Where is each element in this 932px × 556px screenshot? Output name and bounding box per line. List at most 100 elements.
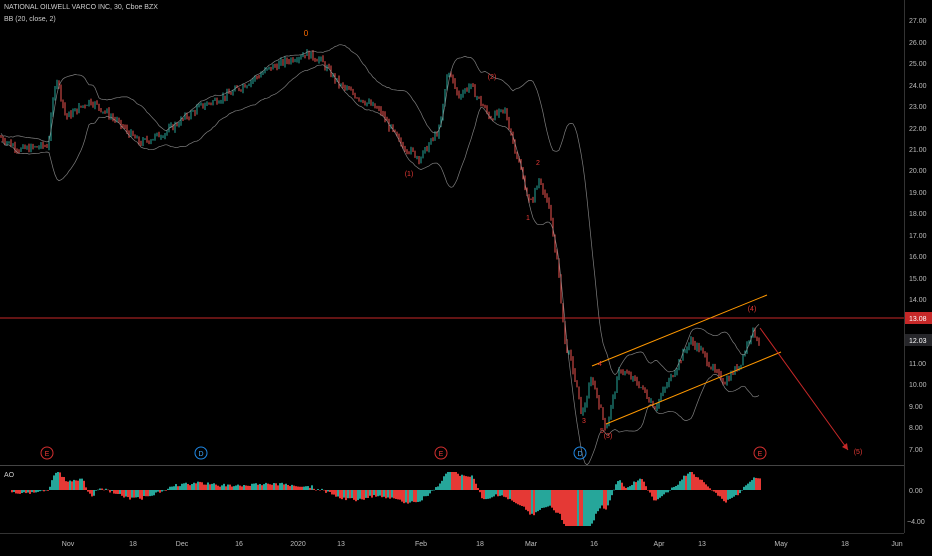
ao-bar — [213, 483, 215, 490]
ao-bar — [669, 490, 671, 491]
ao-bar — [191, 484, 193, 490]
ao-bar — [709, 488, 711, 490]
price-tick: 14.00 — [909, 297, 927, 304]
ao-bar — [251, 483, 253, 490]
indicator-legend[interactable]: BB (20, close, 2) — [4, 16, 56, 23]
ao-bar — [631, 484, 633, 490]
dividend-marker[interactable]: D — [573, 446, 587, 460]
ao-bar — [153, 490, 155, 496]
ao-bar — [565, 490, 567, 526]
resistance-price-badge[interactable]: 13.08 — [905, 312, 932, 324]
ao-bar — [73, 479, 75, 490]
ao-bar — [97, 489, 99, 491]
ao-bar — [501, 490, 503, 496]
ao-bar — [599, 490, 601, 509]
ao-bar — [483, 490, 485, 500]
ao-bar — [81, 478, 83, 490]
bollinger-band-upper — [0, 44, 760, 376]
ao-bar — [661, 490, 663, 497]
ao-bar — [393, 490, 395, 499]
ao-bar — [149, 490, 151, 497]
ao-bar — [243, 484, 245, 490]
ao-bar — [293, 485, 295, 490]
price-tick: 9.00 — [909, 404, 923, 411]
ao-bar — [379, 490, 381, 496]
price-tick: 23.00 — [909, 104, 927, 111]
ao-bar — [609, 490, 611, 501]
ao-bar — [95, 490, 97, 491]
price-chart-canvas[interactable]: 0 (1) (2) 2 1 3 4 5 (3) (4) (5) E D E D … — [0, 0, 904, 466]
ao-bar — [129, 490, 131, 500]
ao-bar — [593, 490, 595, 521]
ao-bar — [699, 479, 701, 490]
ao-bar — [135, 490, 137, 498]
ao-bar — [121, 490, 123, 496]
price-axis[interactable]: 27.00 26.00 25.00 24.00 23.00 22.00 21.0… — [904, 0, 932, 533]
ao-bar — [39, 490, 41, 492]
ao-bar — [637, 480, 639, 490]
ao-bar — [375, 490, 377, 497]
ao-bar — [645, 486, 647, 490]
earnings-marker[interactable]: E — [40, 446, 54, 460]
ao-bar — [113, 490, 115, 494]
ao-bar — [87, 490, 89, 492]
ao-bar — [305, 486, 307, 490]
ao-bar — [145, 490, 147, 497]
channel-upper-line[interactable] — [591, 294, 768, 367]
ao-bar — [279, 483, 281, 490]
current-price-badge[interactable]: 12.03 — [905, 334, 932, 346]
ao-bar — [45, 490, 47, 491]
main-chart-pane[interactable]: 0 (1) (2) 2 1 3 4 5 (3) (4) (5) E D E D … — [0, 0, 904, 466]
ao-bar — [643, 481, 645, 490]
ao-bar — [465, 476, 467, 490]
ao-bar — [603, 490, 605, 509]
ao-bar — [223, 483, 225, 490]
ao-legend[interactable]: AO — [4, 472, 15, 479]
ao-bar — [647, 490, 649, 491]
ao-bar — [297, 486, 299, 490]
ao-bar — [111, 490, 113, 491]
earnings-marker[interactable]: E — [753, 446, 767, 460]
ao-bar — [377, 490, 379, 497]
ao-bar — [529, 490, 531, 515]
ao-bar — [429, 490, 431, 494]
ao-bar — [231, 486, 233, 490]
ao-bar — [463, 475, 465, 490]
ao-bar — [55, 472, 57, 490]
time-axis[interactable]: Nov 18 Dec 16 2020 13 Feb 18 Mar 16 Apr … — [0, 533, 904, 551]
ao-bar — [719, 490, 721, 497]
symbol-title[interactable]: NATIONAL OILWELL VARCO INC, 30, Cboe BZX — [4, 4, 158, 11]
ao-bar — [515, 490, 517, 504]
ao-bar — [697, 477, 699, 490]
ao-bar — [179, 486, 181, 490]
projection-arrowhead — [842, 443, 848, 450]
ao-bar — [419, 490, 421, 502]
svg-text:E: E — [439, 451, 444, 458]
ao-bar — [301, 486, 303, 490]
price-tick: 15.00 — [909, 276, 927, 283]
ao-bar — [433, 489, 435, 491]
svg-text:12.03: 12.03 — [909, 338, 927, 345]
ao-bar — [17, 490, 19, 494]
ao-bar — [633, 481, 635, 490]
dividend-marker[interactable]: D — [194, 446, 208, 460]
ao-bar — [257, 484, 259, 490]
ao-bar — [163, 490, 165, 491]
ao-bar — [553, 490, 555, 511]
ao-bar — [281, 482, 283, 490]
ao-bar — [201, 482, 203, 490]
earnings-marker[interactable]: E — [434, 446, 448, 460]
projection-arrow-line[interactable] — [759, 327, 849, 451]
ao-bar — [523, 490, 525, 507]
ao-bar — [225, 486, 227, 490]
ao-bar — [447, 472, 449, 490]
ao-bar — [673, 486, 675, 490]
ao-bar — [619, 480, 621, 490]
awesome-oscillator-pane[interactable]: AO — [0, 465, 904, 534]
ao-bar — [403, 490, 405, 504]
ao-bar — [591, 490, 593, 524]
ao-bar — [715, 490, 717, 493]
ao-bar — [23, 490, 25, 493]
ao-bar — [415, 490, 417, 503]
channel-lower-line[interactable] — [605, 351, 782, 425]
